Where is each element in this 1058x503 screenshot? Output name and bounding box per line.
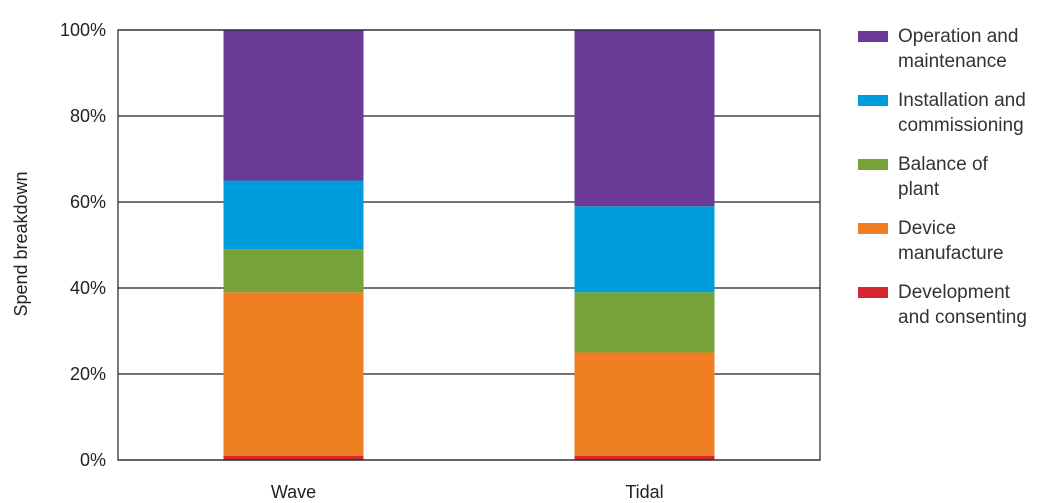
x-category-label: Wave [271, 482, 316, 502]
y-axis-ticks: 0% 20% 40% 60% 80% 100% [60, 20, 106, 470]
bar-segment [574, 206, 715, 293]
plot-border [117, 29, 821, 461]
y-tick-label: 100% [60, 20, 106, 40]
legend-label: Development [898, 282, 1011, 303]
y-tick-label: 60% [70, 192, 106, 212]
legend-label: commissioning [898, 115, 1024, 136]
bar-segment [223, 292, 364, 456]
bars [223, 30, 715, 460]
x-category-label: Tidal [625, 482, 663, 502]
bar-segment [574, 30, 715, 207]
y-axis-label: Spend breakdown [11, 171, 31, 316]
gridlines [118, 29, 820, 461]
y-tick-label: 40% [70, 278, 106, 298]
legend-swatch [858, 31, 888, 42]
legend-swatch [858, 95, 888, 106]
bar-segment [574, 292, 715, 353]
bar-segment [223, 455, 364, 460]
legend-label: maintenance [898, 51, 1007, 72]
y-tick-label: 80% [70, 106, 106, 126]
plot-frame [117, 29, 821, 461]
x-axis-categories: Wave Tidal [271, 482, 664, 502]
legend: Operation and maintenance Installation and… [858, 26, 1027, 328]
legend-label: Device [898, 218, 956, 239]
legend-swatch [858, 223, 888, 234]
y-tick-label: 20% [70, 364, 106, 384]
bar-segment [223, 30, 364, 181]
legend-label: manufacture [898, 243, 1004, 264]
legend-label: plant [898, 179, 940, 200]
bar-segment [223, 249, 364, 293]
legend-label: Balance of [898, 154, 989, 175]
legend-swatch [858, 159, 888, 170]
bar-segment [574, 455, 715, 460]
y-tick-label: 0% [80, 450, 106, 470]
legend-swatch [858, 287, 888, 298]
bar-segment [223, 180, 364, 250]
legend-label: Operation and [898, 26, 1018, 47]
legend-label: and consenting [898, 307, 1027, 328]
bar-segment [574, 352, 715, 456]
legend-label: Installation and [898, 90, 1026, 111]
